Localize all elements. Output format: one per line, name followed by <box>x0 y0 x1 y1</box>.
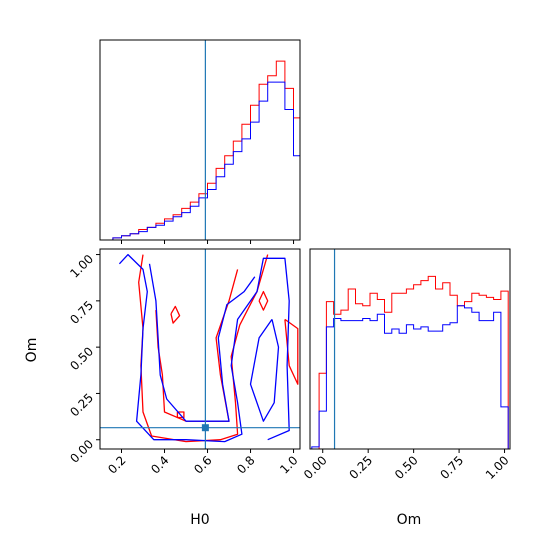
y-tick-label-4: 1.00 <box>67 252 96 281</box>
histogram-series-1 <box>311 305 509 449</box>
y-axis-label-om: Om <box>24 338 40 363</box>
x-tick-label-2: 0.50 <box>392 453 421 482</box>
y-tick-label-3: 0.75 <box>67 298 96 327</box>
histogram-series-1 <box>100 81 300 240</box>
contour-series-1-level-2 <box>249 319 280 422</box>
x-tick-label-4: 1.00 <box>483 453 512 482</box>
x-tick-label-0: 0.2 <box>105 453 128 476</box>
x-tick-label-3: 0.8 <box>234 453 257 476</box>
om-hist-frame <box>309 248 511 450</box>
y-tick-label-0: 0.00 <box>67 437 96 466</box>
contour-series-group <box>118 253 299 443</box>
contour-series-1-level-0 <box>118 253 290 443</box>
histogram-series-group <box>311 275 509 449</box>
y-tick-label-1: 0.25 <box>67 391 96 420</box>
x-axis-label-h0: H0 <box>190 512 209 528</box>
x-tick-label-1: 0.4 <box>148 453 171 476</box>
contour-series-0-level-2 <box>170 305 181 324</box>
truth-point-marker <box>201 424 209 432</box>
x-tick-label-2: 0.6 <box>191 453 214 476</box>
joint-frame <box>99 248 301 450</box>
x-axis-label-om: Om <box>397 512 422 528</box>
om-marginal-histogram-panel: 0.00 0.25 0.50 0.75 1.00 <box>301 248 512 482</box>
contour-series-0-level-3 <box>176 411 185 419</box>
histogram-series-0 <box>100 60 300 240</box>
contour-series-1-level-1 <box>148 263 256 422</box>
y-tick-label-2: 0.50 <box>67 344 96 373</box>
x-tick-label-3: 0.75 <box>437 453 466 482</box>
x-tick-label-0: 0.00 <box>301 453 330 482</box>
h0-om-contour-panel: 0.2 0.4 0.6 0.8 1.0 0.00 0.25 0.50 0.75 1.00 <box>67 248 301 477</box>
contour-series-0-level-4 <box>258 290 269 311</box>
h0-hist-frame <box>99 39 301 241</box>
x-tick-label-1: 0.25 <box>347 453 376 482</box>
h0-marginal-histogram-panel <box>99 39 301 244</box>
x-tick-label-4: 1.0 <box>277 453 300 476</box>
histogram-series-group <box>100 60 300 240</box>
histogram-series-0 <box>311 275 509 449</box>
